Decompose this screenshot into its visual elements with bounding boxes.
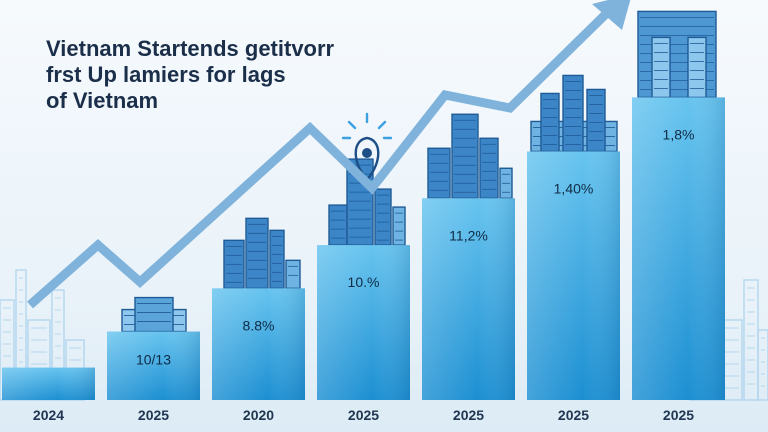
bar-shade-0 — [2, 367, 95, 400]
x-tick-label-3: 2025 — [348, 407, 379, 423]
chart-title: Vietnam Startends getitvorr frst Up lami… — [46, 36, 334, 114]
bar-shade-1 — [107, 331, 200, 400]
building — [562, 74, 584, 153]
bar-shade-3 — [317, 245, 410, 400]
data-label-2: 8.8% — [243, 317, 275, 333]
data-label-6: 1,8% — [663, 126, 695, 142]
data-labels: 10/13 8.8% 10.% 11,2% 1,40% 1,8% — [136, 126, 694, 367]
pin-outline — [354, 136, 380, 182]
building — [285, 259, 301, 290]
trend-arrow — [27, 0, 631, 309]
title-line-2: frst Up lamiers for lags — [46, 62, 286, 87]
x-tick-label-2: 2020 — [243, 407, 274, 423]
faint-building — [757, 329, 768, 401]
building — [374, 188, 392, 246]
pin-ray — [347, 120, 357, 130]
title-line-1: Vietnam Startends getitvorr — [46, 36, 335, 61]
bars — [2, 97, 725, 401]
bar-shade-5 — [527, 151, 620, 400]
skyline-4 — [427, 113, 513, 199]
bar-skylines — [121, 10, 717, 333]
skyline-6 — [637, 10, 717, 99]
pin-dot — [362, 148, 372, 158]
skyline-3 — [328, 158, 406, 246]
bar-shade-6 — [632, 97, 725, 401]
skyline-1 — [121, 296, 187, 333]
data-label-5: 1,40% — [554, 180, 594, 196]
building — [427, 147, 451, 199]
trend-arrowhead — [592, 0, 631, 30]
x-axis-ticks: 2024 2025 2020 2025 2025 2025 2025 — [33, 407, 694, 423]
building — [586, 88, 606, 153]
building — [269, 229, 285, 290]
x-tick-label-0: 2024 — [33, 407, 64, 423]
building — [134, 296, 174, 333]
building — [540, 92, 560, 153]
title-line-3: of Vietnam — [46, 88, 159, 113]
pin-ray — [377, 120, 387, 130]
data-label-4: 11,2% — [449, 227, 488, 243]
data-label-1: 10/13 — [136, 351, 171, 367]
x-tick-label-1: 2025 — [138, 407, 169, 423]
building — [245, 217, 269, 290]
skyline-5 — [530, 74, 618, 153]
trend-line — [27, 4, 616, 309]
data-label-3: 10.% — [348, 274, 380, 290]
bar-shade-4 — [422, 198, 515, 400]
location-pin-icon — [341, 112, 393, 182]
x-tick-label-6: 2025 — [663, 407, 694, 423]
bar-shade-2 — [212, 288, 305, 400]
skyline-2 — [223, 217, 301, 290]
x-tick-label-5: 2025 — [558, 407, 589, 423]
x-tick-label-4: 2025 — [453, 407, 484, 423]
